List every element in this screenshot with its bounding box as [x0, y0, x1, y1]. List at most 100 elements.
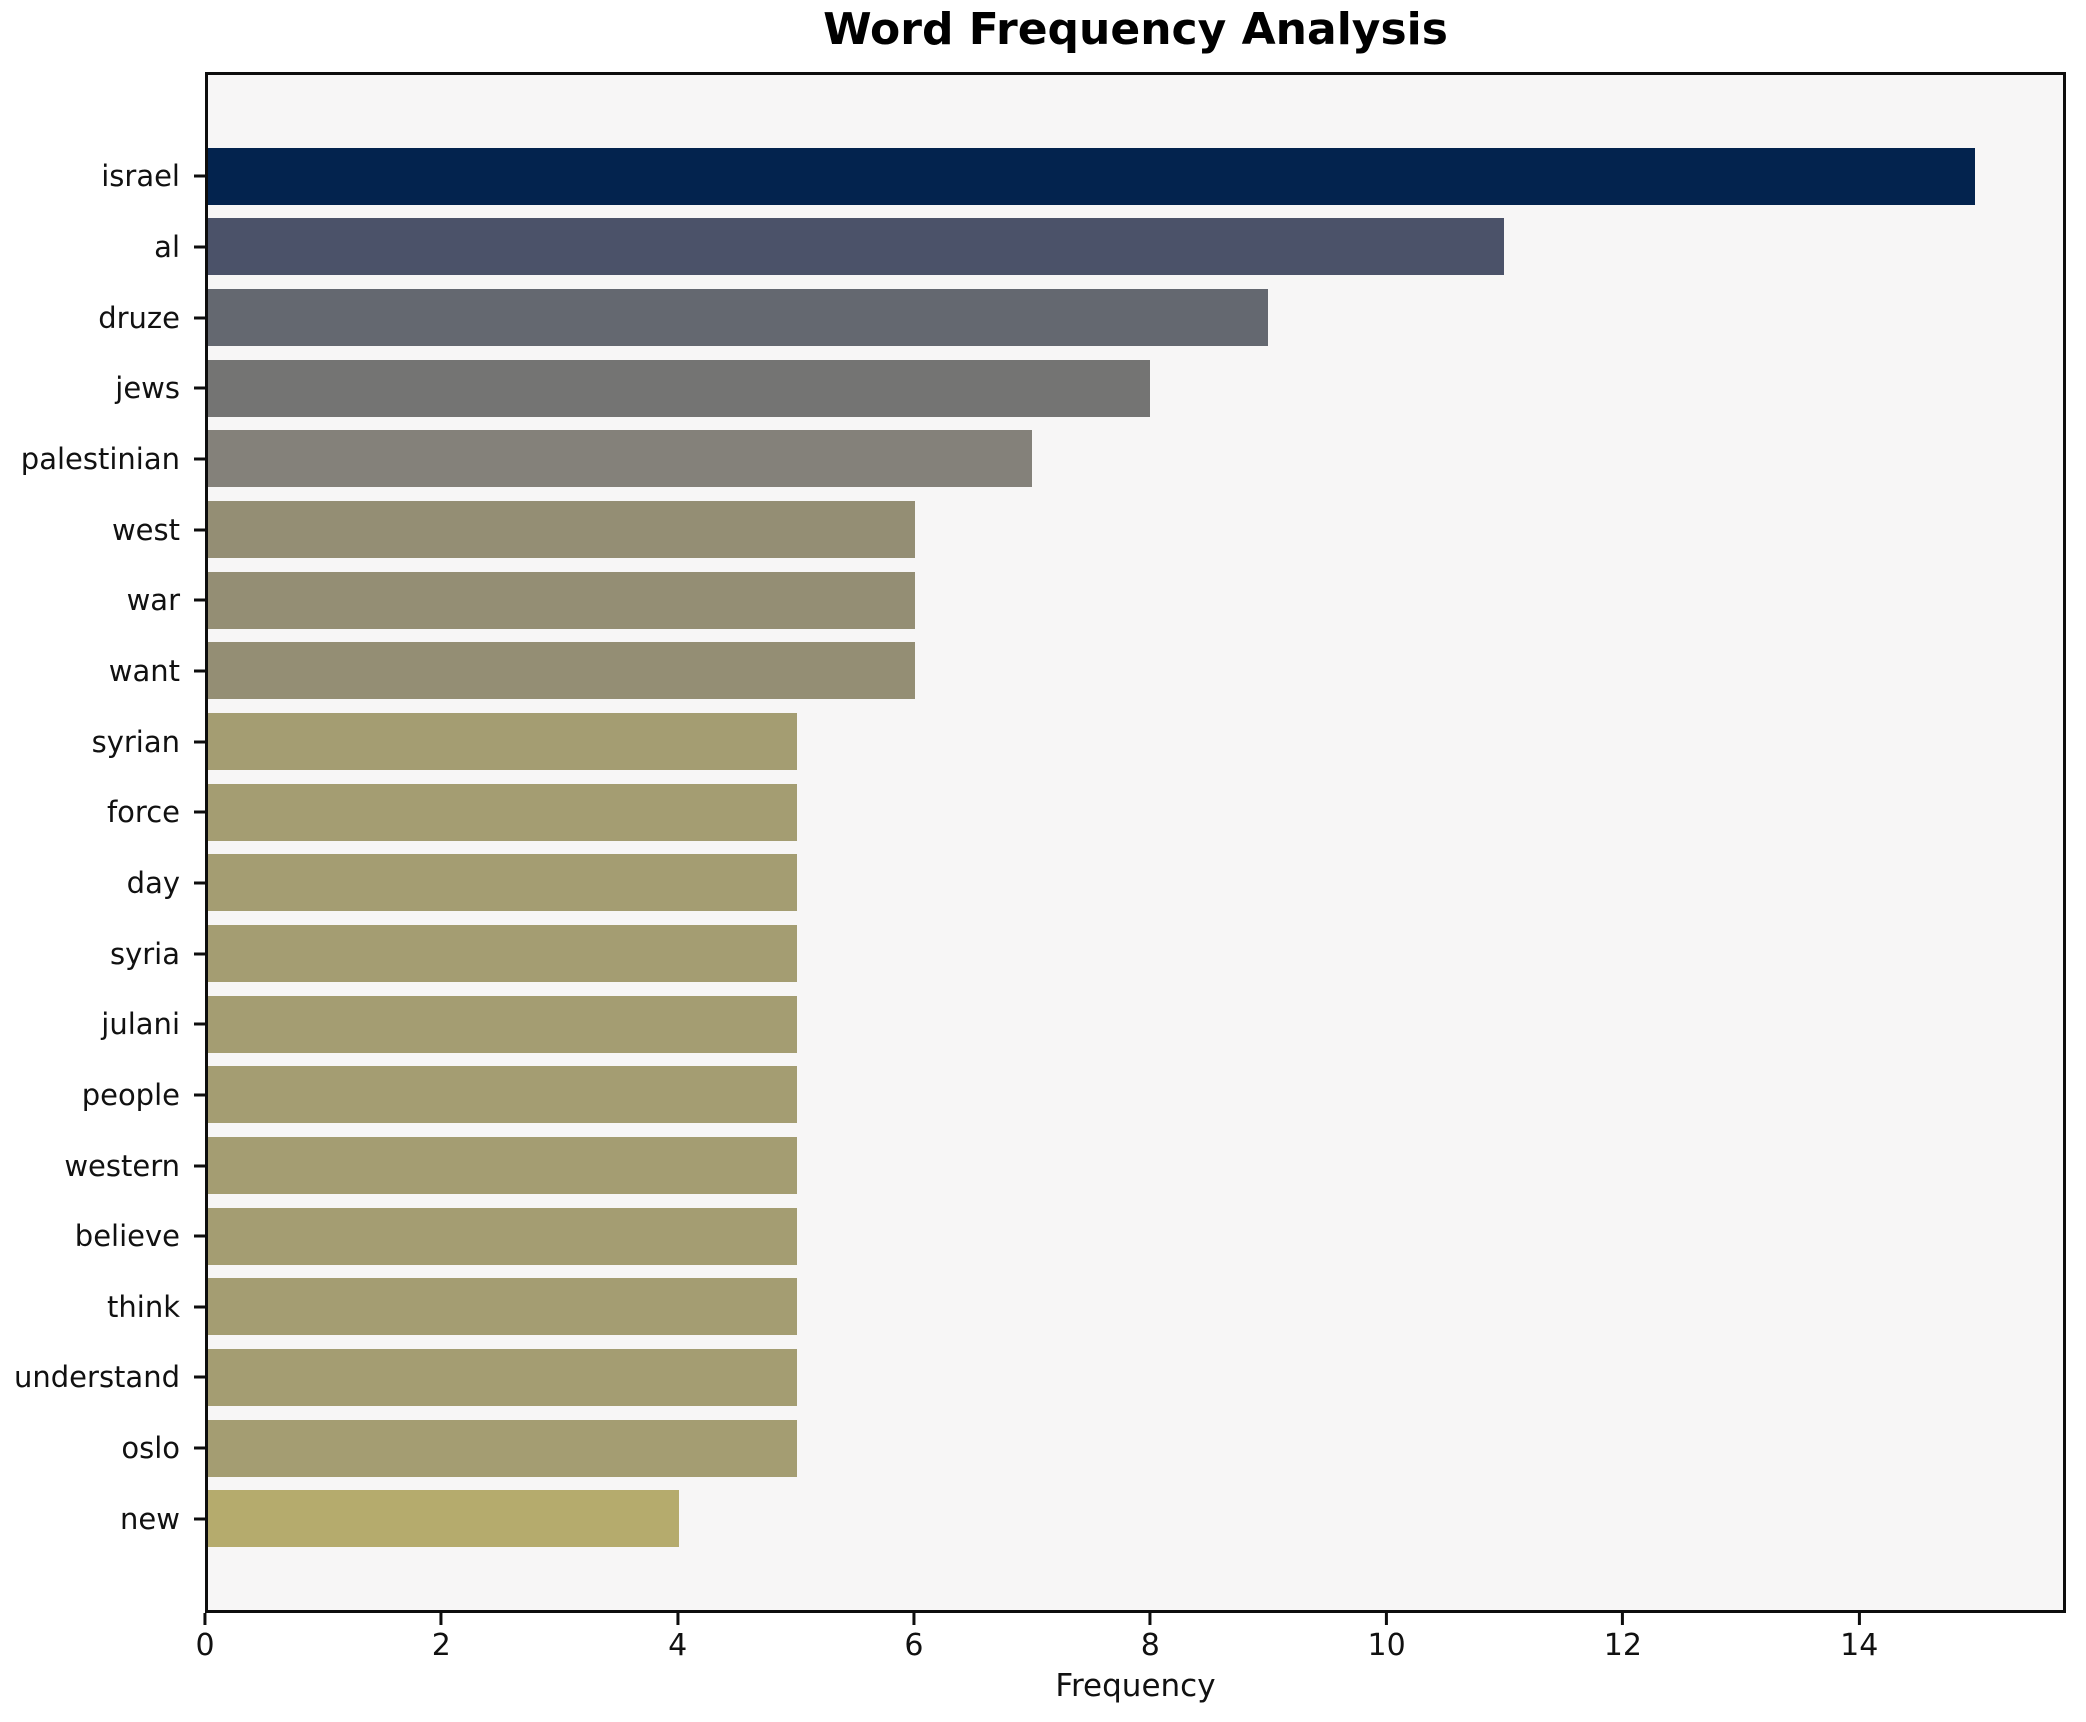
frequency-bar	[208, 642, 915, 700]
x-tick-mark	[1148, 1613, 1152, 1625]
y-tick-label: understand	[14, 1360, 180, 1395]
y-tick-label: west	[111, 512, 180, 547]
x-tick: 0	[195, 1613, 215, 1663]
frequency-bar	[208, 571, 915, 629]
x-tick-mark	[203, 1613, 207, 1625]
x-tick: 6	[904, 1613, 923, 1661]
chart-title: Word Frequency Analysis	[823, 4, 1448, 55]
y-tick-mark	[194, 1234, 205, 1238]
y-tick-label: think	[107, 1289, 180, 1324]
x-tick: 14	[1840, 1613, 1878, 1661]
y-tick-label: al	[154, 229, 180, 264]
frequency-bar	[208, 995, 797, 1053]
y-tick-label: western	[64, 1148, 180, 1183]
frequency-bar	[208, 783, 797, 841]
frequency-bar	[208, 1419, 797, 1477]
frequency-bar	[208, 854, 797, 912]
bar-row: people	[82, 1060, 2063, 1131]
frequency-bar	[208, 430, 1033, 488]
y-tick-label: jews	[115, 371, 180, 406]
y-tick-label: want	[108, 653, 180, 688]
y-tick-mark	[194, 1022, 205, 1026]
y-tick-mark	[194, 740, 205, 744]
y-tick-mark	[194, 1446, 205, 1450]
y-tick-label: people	[81, 1077, 180, 1112]
y-tick-mark	[194, 174, 205, 178]
bar-row: druze	[98, 282, 2063, 353]
x-tick-label: 10	[1367, 1628, 1406, 1663]
y-tick-label: force	[106, 795, 180, 830]
bar-row: war	[127, 565, 2063, 636]
bar-row: understand	[14, 1342, 2063, 1413]
y-tick-mark	[194, 1517, 205, 1521]
bar-row: israel	[101, 141, 2063, 212]
bar-row: believe	[75, 1201, 2063, 1272]
bar-row: jews	[115, 353, 2063, 424]
bar-row: west	[112, 494, 2063, 565]
x-axis: 0 2 4 6 8 10 12 14	[195, 1613, 2066, 1673]
x-tick: 12	[1604, 1613, 1642, 1661]
y-tick-label: palestinian	[20, 441, 180, 476]
bar-row: new	[120, 1483, 2063, 1554]
x-tick-mark	[1385, 1613, 1389, 1625]
y-tick-mark	[194, 598, 205, 602]
y-tick-label: syria	[109, 936, 180, 971]
frequency-bar	[208, 501, 915, 559]
frequency-bar	[208, 713, 797, 771]
y-tick-mark	[194, 1093, 205, 1097]
frequency-bar	[208, 359, 1151, 417]
y-tick-label: believe	[74, 1219, 180, 1254]
x-tick-label: 12	[1603, 1628, 1642, 1663]
frequency-bar	[208, 289, 1268, 347]
y-tick-mark	[194, 810, 205, 814]
x-tick-mark	[676, 1613, 680, 1625]
y-tick-label: day	[126, 865, 180, 900]
y-tick-mark	[194, 457, 205, 461]
x-tick-mark	[912, 1613, 916, 1625]
y-tick-mark	[194, 881, 205, 885]
frequency-bar	[208, 1348, 797, 1406]
y-tick-label: new	[120, 1501, 180, 1536]
bar-row: julani	[101, 989, 2063, 1060]
frequency-bar	[208, 1137, 797, 1195]
y-tick-label: war	[126, 583, 180, 618]
y-tick-label: julani	[101, 1007, 180, 1042]
y-tick-label: syrian	[91, 724, 180, 759]
x-tick: 4	[668, 1613, 687, 1661]
frequency-bar	[208, 925, 797, 983]
x-tick-label: 4	[668, 1628, 688, 1663]
bar-row: syrian	[92, 706, 2063, 777]
bar-row: oslo	[121, 1413, 2063, 1484]
y-tick-mark	[194, 1305, 205, 1309]
bar-row: al	[154, 212, 2063, 283]
x-tick-mark	[439, 1613, 443, 1625]
frequency-bar	[208, 147, 1975, 205]
y-tick-label: israel	[101, 159, 180, 194]
y-tick-label: druze	[98, 300, 180, 335]
bar-row: western	[64, 1130, 2063, 1201]
plot-area: israel al druze jews palestinian west wa…	[14, 72, 2066, 1613]
x-tick-label: 0	[195, 1628, 215, 1663]
frequency-bar	[208, 1066, 797, 1124]
bar-row: force	[107, 777, 2063, 848]
y-tick-mark	[194, 386, 205, 390]
y-tick-label: oslo	[121, 1431, 180, 1466]
y-tick-mark	[194, 669, 205, 673]
frequency-bar	[208, 1278, 797, 1336]
bar-row: palestinian	[21, 424, 2063, 495]
bar-rows-container: israel al druze jews palestinian west wa…	[14, 75, 2063, 1610]
x-tick: 2	[432, 1613, 451, 1661]
x-axis-label: Frequency	[1055, 1668, 1216, 1704]
frequency-bar	[208, 1490, 680, 1548]
x-tick-mark	[1857, 1613, 1861, 1625]
frequency-bar	[208, 1207, 797, 1265]
x-tick-label: 14	[1840, 1628, 1879, 1663]
x-tick-label: 8	[1140, 1628, 1160, 1663]
bar-row: want	[109, 636, 2063, 707]
y-tick-mark	[194, 245, 205, 249]
y-tick-mark	[194, 1375, 205, 1379]
x-tick: 8	[1141, 1613, 1160, 1661]
y-tick-mark	[194, 1164, 205, 1168]
bar-row: day	[127, 848, 2063, 919]
